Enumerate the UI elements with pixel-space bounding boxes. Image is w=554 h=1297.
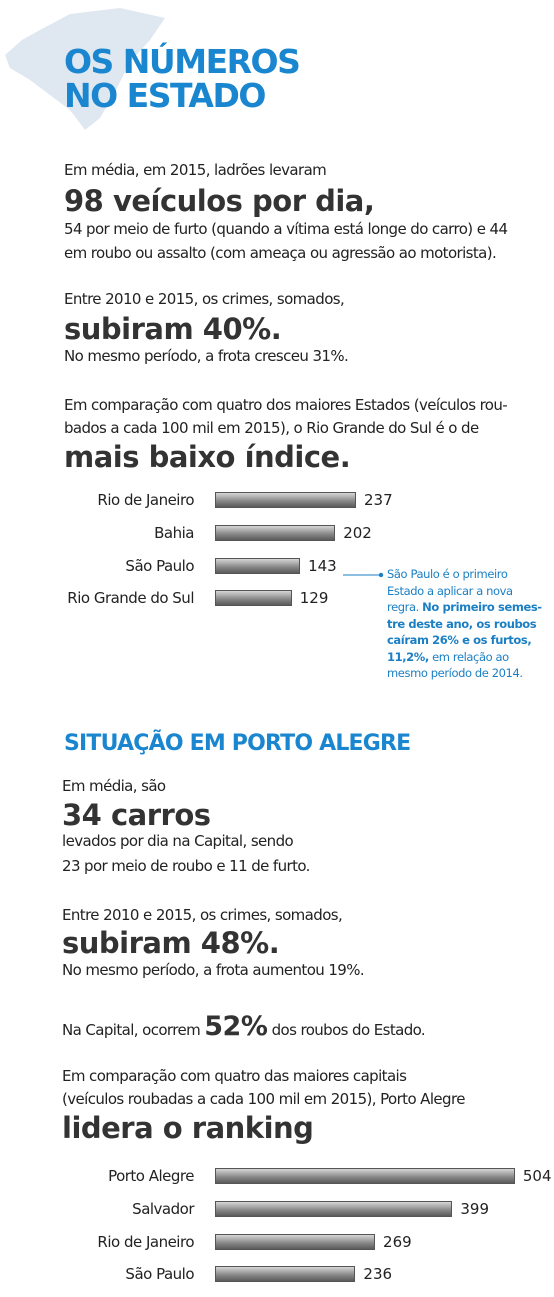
category-label: Bahia xyxy=(154,523,194,542)
note-text: No primeiro semes- xyxy=(422,600,542,614)
state-map xyxy=(5,8,165,130)
highlight: 52% xyxy=(204,1011,268,1042)
value-label: 399 xyxy=(460,1199,490,1218)
value-label: 202 xyxy=(343,523,372,542)
note-line: mesmo período de 2014. xyxy=(387,665,542,682)
bar xyxy=(215,524,336,541)
text: Em comparação com quatro das maiores cap… xyxy=(62,1067,407,1085)
category-label: Rio de Janeiro xyxy=(97,491,194,509)
note-text: caíram 26% e os furtos, xyxy=(387,633,532,647)
text: 23 por meio de roubo e 11 de furto. xyxy=(62,857,310,875)
title: OS NÚMEROS xyxy=(64,42,301,81)
annotation: São Paulo é o primeiro Estado a aplicar a… xyxy=(387,566,542,682)
bar xyxy=(215,492,356,508)
value-label: 237 xyxy=(364,491,393,509)
text: (veículos roubadas a cada 100 mil em 201… xyxy=(62,1090,465,1108)
category-label: Rio de Janeiro xyxy=(97,1232,194,1251)
category-label: São Paulo xyxy=(125,556,194,575)
text: bados a cada 100 mil em 2015), o Rio Gra… xyxy=(64,419,479,437)
text: dos roubos do Estado. xyxy=(267,1021,426,1039)
text: em roubo ou assalto (com ameaça ou agres… xyxy=(64,244,497,262)
highlight: 34 carros xyxy=(62,798,211,832)
highlight: subiram 48%. xyxy=(62,926,280,960)
highlight: mais baixo índice. xyxy=(64,440,351,474)
bar xyxy=(215,1233,376,1250)
note-line: São Paulo é o primeiro xyxy=(387,566,542,583)
text: Em média, são xyxy=(62,777,166,795)
note-connector xyxy=(343,572,384,578)
text-line: Na Capital, ocorrem 52% dos roubos do Es… xyxy=(62,1010,426,1046)
category-label: Porto Alegre xyxy=(108,1167,194,1185)
value-label: 269 xyxy=(383,1232,412,1251)
value-label: 236 xyxy=(363,1265,393,1284)
bar xyxy=(215,1200,453,1217)
bar xyxy=(215,1266,356,1283)
note-line: caíram 26% e os furtos, xyxy=(387,632,542,649)
category-label: Rio Grande do Sul xyxy=(67,589,194,608)
bar xyxy=(215,1168,515,1184)
note-text: 11,2%, xyxy=(387,649,429,664)
highlight: lidera o ranking xyxy=(62,1111,314,1145)
value-label: 143 xyxy=(308,556,337,575)
note-line: 11,2%, em relação ao xyxy=(387,649,542,666)
text: levados por dia na Capital, sendo xyxy=(62,832,294,850)
note-line: tre deste ano, os roubos xyxy=(387,616,542,633)
note-text: mesmo período de 2014. xyxy=(387,666,523,680)
highlight: subiram 40%. xyxy=(64,312,282,346)
text: Em comparação com quatro dos maiores Est… xyxy=(64,396,508,414)
text: 54 por meio de furto (quando a vítima es… xyxy=(64,220,508,238)
text: Entre 2010 e 2015, os crimes, somados, xyxy=(62,906,343,924)
bar xyxy=(215,557,301,574)
text: Na Capital, ocorrem xyxy=(62,1021,205,1039)
text: Entre 2010 e 2015, os crimes, somados, xyxy=(64,290,345,308)
category-label: Salvador xyxy=(132,1199,194,1218)
note-text: em relação ao xyxy=(428,649,509,664)
title: NO ESTADO xyxy=(64,76,266,115)
bar xyxy=(215,590,292,607)
value-label: 129 xyxy=(299,589,329,608)
category-label: São Paulo xyxy=(125,1265,194,1284)
note-text: regra. xyxy=(387,600,423,614)
section-title: SITUAÇÃO EM PORTO ALEGRE xyxy=(64,731,411,756)
text: No mesmo período, a frota aumentou 19%. xyxy=(62,961,365,979)
note-text: tre deste ano, os roubos xyxy=(387,616,537,631)
highlight: 98 veículos por dia, xyxy=(64,184,375,218)
note-line: Estado a aplicar a nova xyxy=(387,583,542,600)
note-text: São Paulo é o primeiro xyxy=(387,567,508,581)
note-line: regra. No primeiro semes- xyxy=(387,599,542,616)
note-text: Estado a aplicar a nova xyxy=(387,583,513,598)
text: Em média, em 2015, ladrões levaram xyxy=(64,161,327,179)
text: No mesmo período, a frota cresceu 31%. xyxy=(64,347,349,365)
value-label: 504 xyxy=(522,1167,552,1185)
